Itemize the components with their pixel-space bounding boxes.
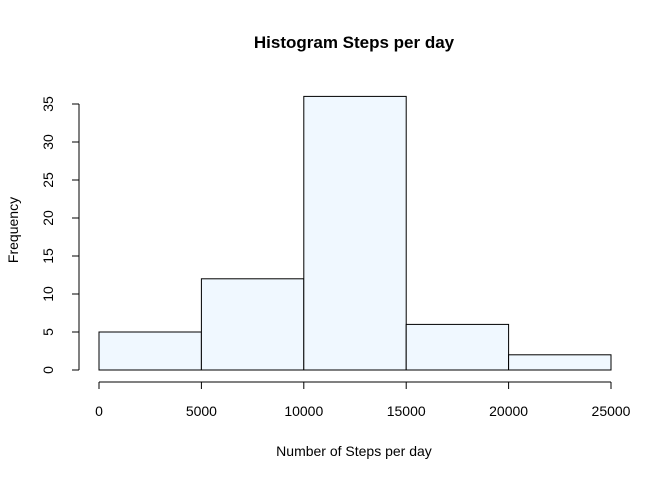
y-axis-label: Frequency [5, 197, 21, 263]
y-tick-label-5: 25 [40, 172, 56, 188]
x-tick-label-3: 15000 [387, 403, 426, 419]
histogram-bar-3 [405, 323, 510, 371]
y-tick-label-3: 15 [40, 248, 56, 264]
histogram-bar-0 [98, 331, 202, 371]
bars-group [98, 95, 612, 371]
histogram-bar-1 [200, 278, 305, 371]
y-tick-label-7: 35 [40, 96, 56, 112]
y-tick-label-4: 20 [40, 210, 56, 226]
x-axis-label: Number of Steps per day [276, 443, 432, 459]
x-axis: 0 5000 10000 15000 20000 25000 [95, 381, 631, 419]
chart-title: Histogram Steps per day [254, 33, 455, 52]
y-tick-label-2: 10 [40, 286, 56, 302]
x-tick-label-0: 0 [95, 403, 103, 419]
y-tick-label-6: 30 [40, 134, 56, 150]
x-tick-label-2: 10000 [284, 403, 323, 419]
y-tick-label-0: 0 [40, 366, 56, 374]
histogram-bar-2 [303, 95, 407, 371]
y-axis: 0 5 10 15 20 25 30 35 [40, 96, 80, 374]
x-tick-label-5: 25000 [592, 403, 631, 419]
x-tick-label-4: 20000 [489, 403, 528, 419]
y-tick-label-1: 5 [40, 328, 56, 336]
x-tick-label-1: 5000 [186, 403, 217, 419]
histogram-bar-4 [508, 354, 612, 371]
